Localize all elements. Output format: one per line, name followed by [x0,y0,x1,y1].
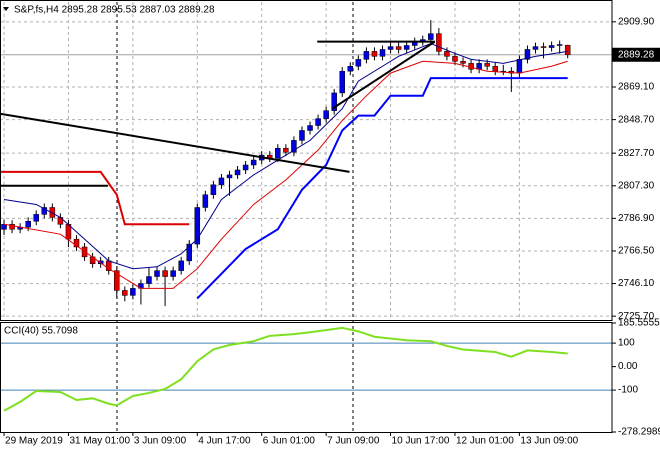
candle-body [194,207,201,245]
candle-body [428,33,434,40]
cci-panel-frame [0,322,613,433]
candle-body [202,194,209,208]
x-tick-label: 10 Jun 17:00 [392,436,450,447]
main-panel-frame [0,0,613,321]
y-tick-label: 2766.50 [618,246,655,257]
series-line [0,170,190,226]
candle-body [226,174,233,179]
candle-body [452,56,458,62]
candle-body [250,159,257,166]
candle-body [524,49,531,60]
candle-body [484,63,490,67]
y-tick-label: 2807.30 [618,180,655,191]
candle-body [25,220,31,228]
candle-body [162,270,168,277]
series-line [331,40,436,110]
candle-body [234,169,241,176]
candle-body [1,224,7,230]
y-tick-label: 2827.70 [618,148,655,159]
candle-body [355,59,362,67]
x-tick-label: 12 Jun 01:00 [456,436,514,447]
title-arrow [3,7,9,11]
candle-body [73,238,80,248]
candle-body [379,49,386,57]
candle-body [291,140,297,153]
y-tick-label: 2848.70 [618,114,655,125]
candle-body [218,177,225,186]
candle-body [9,224,15,230]
candle-body [41,207,48,215]
y-tick-label: 2746.10 [618,278,655,289]
cci-title: CCI(40) 55.7098 [4,326,78,337]
y-tick-label: 100 [618,338,635,349]
candle-body [331,92,337,111]
candle-body [210,184,217,195]
candle-body [564,44,571,56]
candle-body [436,33,442,52]
series-line [0,112,350,173]
candle-body [371,51,378,57]
candle-body [122,290,128,296]
candle-body [468,63,474,70]
y-tick-label: 2909.90 [618,16,655,27]
series-line [3,60,568,289]
candle-body [347,65,354,72]
series-line [3,326,568,412]
candle-body [130,288,136,296]
candle-body [387,46,394,50]
series-line [196,77,568,300]
candle-body [146,276,152,284]
candle-body [315,118,321,126]
y-tick-label: 0.00 [618,361,638,372]
candle-body [403,45,410,50]
candle-body [33,214,39,222]
candle-body [363,51,370,60]
y-tick-label: 2786.90 [618,213,655,224]
candle-body [540,46,547,48]
candle-body [323,110,329,119]
candle-body [186,243,192,262]
candle-body [49,207,56,218]
candle-body [242,164,249,171]
x-tick-label: 6 Jun 01:00 [263,436,316,447]
candle-body [114,270,120,291]
chart-title: S&P,fs,H4 2895.28 2895.53 2887.03 2889.2… [14,5,215,16]
x-tick-label: 3 Jun 09:00 [134,436,187,447]
y-tick-label: -278.2989 [618,427,660,438]
candle-body [154,270,160,277]
candle-body [460,61,466,64]
y-tick-label: -100 [618,385,638,396]
current-price-box [612,47,660,62]
candle-body [307,125,313,131]
candle-body [178,260,184,271]
y-tick-label: 185.5555 [618,318,660,329]
candle-body [532,46,539,50]
candle-body [548,45,555,48]
candle-body [339,70,345,94]
candle-body [97,260,104,265]
candle-body [283,147,289,153]
candle-body [444,51,450,57]
candle-body [275,147,281,159]
x-tick-label: 4 Jun 17:00 [198,436,251,447]
candle-body [492,65,498,72]
x-tick-label: 29 May 2019 [5,436,63,447]
x-tick-label: 7 Jun 09:00 [327,436,380,447]
x-tick-label: 13 Jun 09:00 [520,436,578,447]
current-price-label: 2889.28 [618,49,655,60]
y-tick-label: 2725.70 [618,311,655,322]
candle-body [170,270,176,277]
candle-body [299,130,305,141]
x-tick-label: 31 May 01:00 [69,436,130,447]
candle-body [556,44,563,46]
y-tick-label: 2869.10 [618,82,655,93]
candle-body [516,59,523,74]
candle-body [395,46,402,50]
